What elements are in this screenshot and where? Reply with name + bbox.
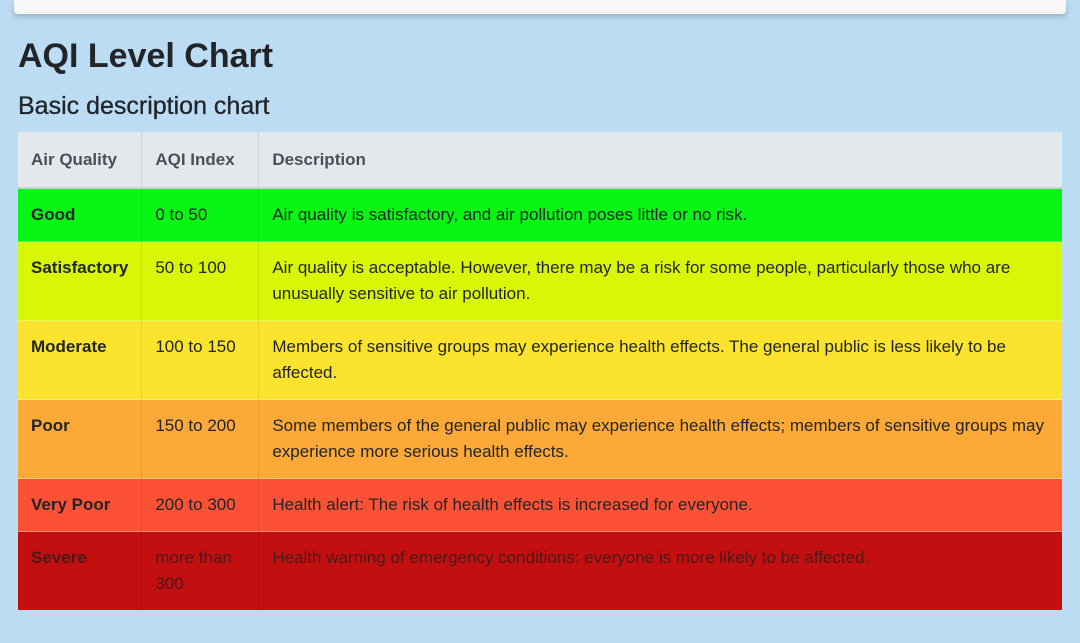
header-description: Description — [258, 132, 1062, 189]
description-cell: Health warning of emergency conditions: … — [258, 531, 1062, 610]
aqi-table: Air Quality AQI Index Description Good 0… — [18, 132, 1062, 610]
table-row: Moderate 100 to 150 Members of sensitive… — [18, 320, 1062, 400]
air-quality-cell: Poor — [18, 399, 142, 479]
air-quality-cell: Moderate — [18, 320, 142, 400]
aqi-index-cell: 200 to 300 — [141, 478, 259, 532]
aqi-index-cell: 0 to 50 — [141, 187, 259, 242]
table-row: Satisfactory 50 to 100 Air quality is ac… — [18, 241, 1062, 321]
air-quality-cell: Good — [18, 187, 142, 242]
page-subtitle: Basic description chart — [18, 92, 270, 120]
page-title: AQI Level Chart — [18, 37, 274, 75]
header-air-quality: Air Quality — [18, 132, 142, 189]
main-content: AQI Level Chart Basic description chart … — [18, 16, 1062, 610]
aqi-index-cell: 50 to 100 — [141, 241, 259, 321]
description-cell: Some members of the general public may e… — [258, 399, 1062, 479]
description-cell: Air quality is satisfactory, and air pol… — [258, 187, 1062, 242]
air-quality-cell: Satisfactory — [18, 241, 142, 321]
description-cell: Air quality is acceptable. However, ther… — [258, 241, 1062, 321]
top-header-bar — [14, 0, 1066, 14]
aqi-index-cell: 150 to 200 — [141, 399, 259, 479]
aqi-index-cell: more than 300 — [141, 531, 259, 610]
air-quality-cell: Severe — [18, 531, 142, 610]
table-header-row: Air Quality AQI Index Description — [18, 132, 1062, 189]
description-cell: Health alert: The risk of health effects… — [258, 478, 1062, 532]
header-aqi-index: AQI Index — [141, 132, 259, 189]
table-row: Severe more than 300 Health warning of e… — [18, 531, 1062, 610]
aqi-index-cell: 100 to 150 — [141, 320, 259, 400]
table-row: Poor 150 to 200 Some members of the gene… — [18, 399, 1062, 479]
air-quality-cell: Very Poor — [18, 478, 142, 532]
table-row: Very Poor 200 to 300 Health alert: The r… — [18, 478, 1062, 532]
description-cell: Members of sensitive groups may experien… — [258, 320, 1062, 400]
table-row: Good 0 to 50 Air quality is satisfactory… — [18, 187, 1062, 242]
